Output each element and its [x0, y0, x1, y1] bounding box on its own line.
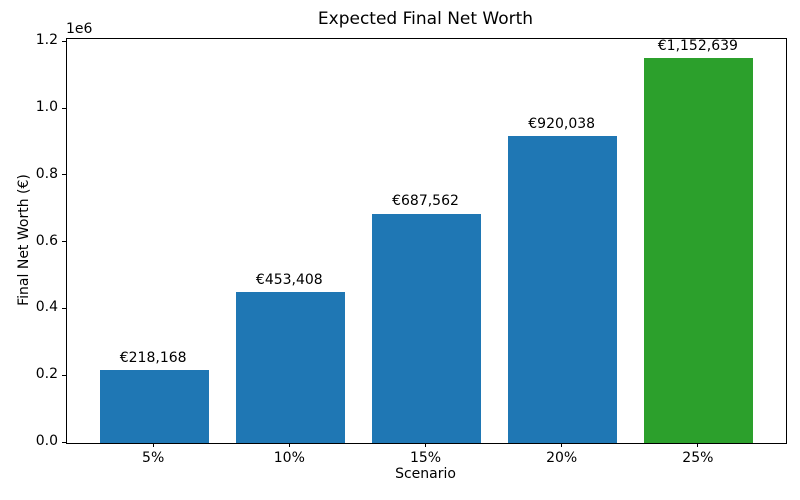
y-tick-mark — [62, 107, 66, 109]
x-tick-label: 10% — [273, 450, 305, 466]
bar-25% — [644, 58, 754, 443]
bar-20% — [508, 135, 618, 443]
bar-value-label: €1,152,639 — [657, 38, 738, 55]
plot-area — [66, 38, 787, 444]
bar-value-label: €218,168 — [119, 350, 187, 367]
chart-title: Expected Final Net Worth — [317, 9, 534, 29]
y-tick-label: 1.0 — [35, 99, 58, 116]
bar-value-label: €453,408 — [255, 271, 323, 288]
y-tick-mark — [62, 241, 66, 243]
y-tick-label: 0.4 — [35, 299, 58, 316]
x-tick-label: 5% — [142, 450, 165, 466]
y-tick-mark — [62, 307, 66, 309]
x-tick-mark — [152, 443, 154, 447]
y-tick-label: 0.8 — [35, 165, 58, 182]
y-tick-label: 0.2 — [35, 366, 58, 383]
x-tick-mark — [425, 443, 426, 447]
x-tick-mark — [561, 443, 563, 447]
x-tick-label: 25% — [682, 450, 714, 466]
y-tick-label: 1.2 — [35, 32, 58, 49]
bar-value-label: €687,562 — [392, 193, 459, 210]
x-tick-mark — [288, 443, 290, 447]
y-axis-offset-label: 1e6 — [66, 21, 93, 37]
x-tick-label: 20% — [546, 450, 578, 466]
bar-10% — [235, 291, 345, 443]
y-tick-mark — [62, 374, 66, 376]
x-tick-mark — [697, 443, 699, 447]
bar-15% — [372, 213, 481, 443]
x-tick-label: 15% — [409, 450, 442, 466]
y-tick-label: 0.6 — [35, 232, 58, 249]
y-tick-mark — [62, 40, 66, 42]
bar-5% — [99, 370, 209, 443]
bar-value-label: €920,038 — [528, 115, 596, 132]
x-axis-label: Scenario — [395, 466, 456, 482]
y-tick-label: 0.0 — [35, 433, 58, 449]
y-tick-mark — [62, 441, 66, 443]
y-tick-mark — [62, 174, 66, 176]
